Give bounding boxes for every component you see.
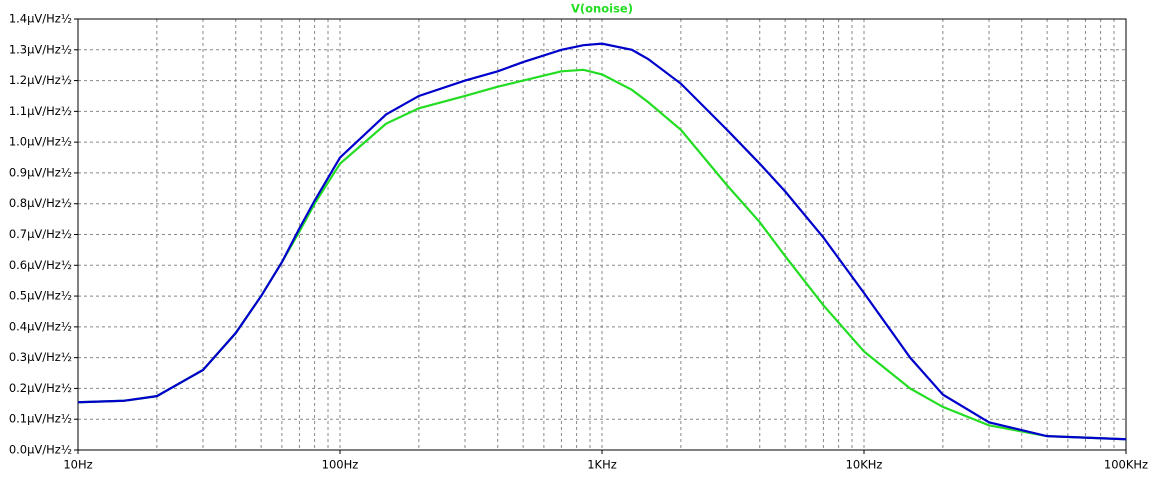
y-tick-label: 0.8µV/Hz½: [9, 196, 72, 210]
x-tick-label: 100Hz: [322, 458, 359, 472]
y-tick-label: 0.1µV/Hz½: [9, 412, 72, 426]
y-tick-label: 0.7µV/Hz½: [9, 227, 72, 241]
y-tick-label: 1.1µV/Hz½: [9, 104, 72, 118]
trace-label[interactable]: V(onoise): [571, 2, 633, 16]
y-tick-label: 1.3µV/Hz½: [9, 42, 72, 56]
y-tick-label: 1.4µV/Hz½: [9, 12, 72, 26]
series-line: [77, 42, 1127, 441]
y-tick-label: 0.2µV/Hz½: [9, 381, 72, 395]
y-tick-label: 0.0µV/Hz½: [9, 443, 72, 457]
y-tick-label: 0.3µV/Hz½: [9, 350, 72, 364]
y-tick-label: 0.6µV/Hz½: [9, 258, 72, 272]
y-tick-label: 1.0µV/Hz½: [9, 135, 72, 149]
x-tick-label: 1KHz: [587, 458, 617, 472]
y-tick-label: 1.2µV/Hz½: [9, 73, 72, 87]
y-tick-label: 0.9µV/Hz½: [9, 165, 72, 179]
y-tick-label: 0.5µV/Hz½: [9, 289, 72, 303]
x-tick-label: 10Hz: [63, 458, 92, 472]
x-tick-label: 100KHz: [1104, 458, 1148, 472]
x-tick-label: 10KHz: [846, 458, 883, 472]
plot-frame: [77, 18, 1127, 451]
y-tick-label: 0.4µV/Hz½: [9, 319, 72, 333]
